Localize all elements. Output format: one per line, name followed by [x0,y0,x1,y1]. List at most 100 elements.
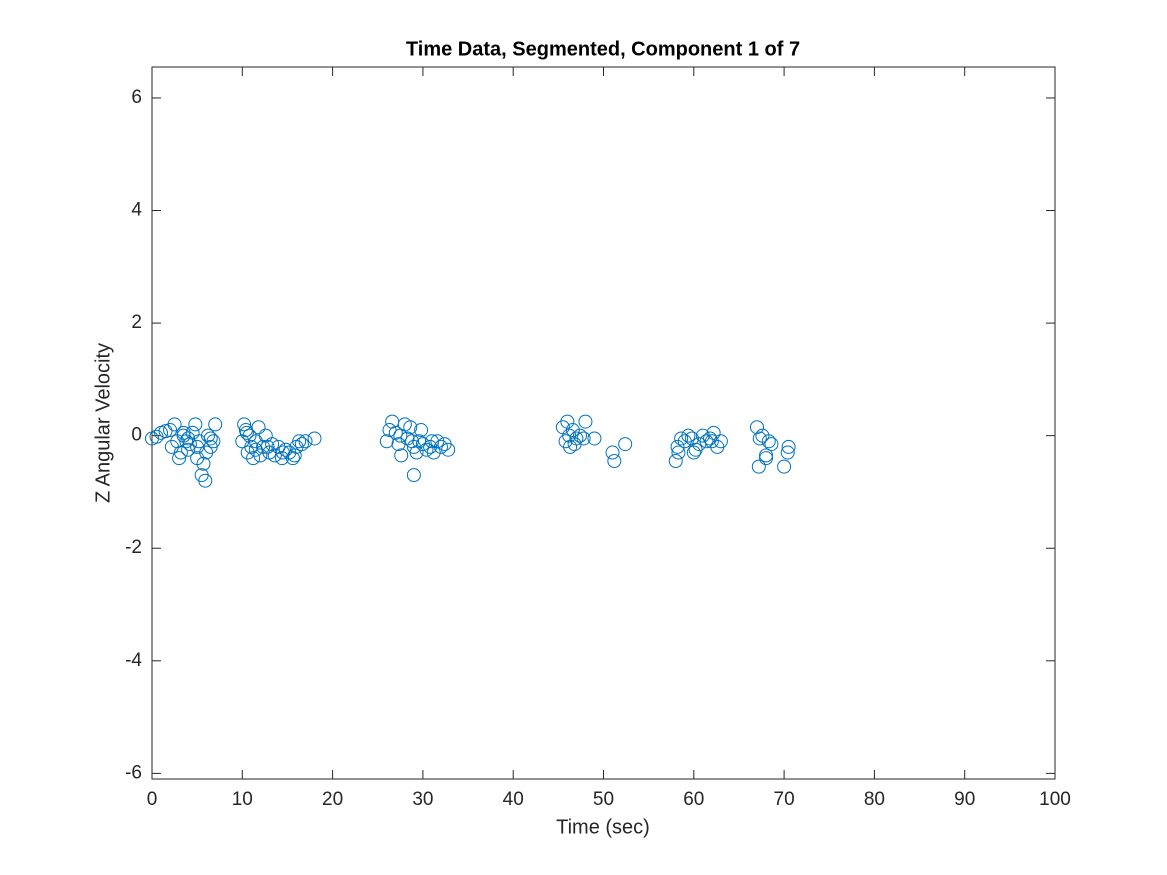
point [271,439,286,454]
x-tick-label: 80 [864,789,885,810]
point [686,445,701,460]
point [203,439,218,454]
point [292,434,307,449]
point [203,431,218,446]
point [163,423,178,438]
x-tick-label: 70 [774,789,795,810]
point [307,431,322,446]
y-tick-label: -2 [125,537,142,558]
point [394,448,409,463]
point [382,423,397,438]
point [200,428,215,443]
x-tick-label: 30 [412,789,433,810]
point [172,451,187,466]
y-tick-label: 2 [131,312,142,333]
x-axis-label: Time (sec) [556,816,650,838]
y-axis-label: Z Angular Velocity [92,343,114,503]
x-tick-label: 90 [954,789,975,810]
point [681,428,696,443]
point [674,431,689,446]
point [275,445,290,460]
point [781,439,796,454]
y-tick-label: -6 [125,762,142,783]
point [198,473,213,488]
point [426,445,441,460]
point [780,445,795,460]
point [406,468,421,483]
point [441,442,456,457]
point [759,448,774,463]
point [706,425,721,440]
point [699,434,714,449]
point [237,417,252,432]
point [265,437,280,452]
point [424,434,439,449]
point [764,437,779,452]
point [181,431,196,446]
point [267,448,282,463]
x-tick-label: 0 [147,789,158,810]
point [704,434,719,449]
point [618,437,633,452]
point [248,442,263,457]
chart-title: Time Data, Segmented, Component 1 of 7 [406,38,800,60]
point [573,428,588,443]
point [759,451,774,466]
point [298,434,313,449]
point [569,431,584,446]
point [190,451,205,466]
point [251,420,266,435]
point [419,442,434,457]
point [260,439,275,454]
point [670,439,685,454]
y-tick-label: -4 [125,650,142,671]
point [751,459,766,474]
point [671,445,686,460]
point [239,425,254,440]
point [684,431,699,446]
point [158,424,173,439]
x-tick-label: 60 [683,789,704,810]
y-tick-label: 4 [131,200,142,221]
point [176,425,191,440]
point [752,431,767,446]
point [167,417,182,432]
point [181,442,196,457]
point [587,431,602,446]
point [388,425,403,440]
x-tick-label: 10 [232,789,253,810]
x-tick-label: 100 [1039,789,1071,810]
point [560,414,575,429]
point [777,459,792,474]
y-tick-label: 6 [131,87,142,108]
point [403,420,418,435]
plot-area [151,66,1056,780]
point [244,439,259,454]
point [578,414,593,429]
point [253,448,268,463]
y-tick-label: 0 [131,425,142,446]
point [668,453,683,468]
point [405,434,420,449]
point [750,420,765,435]
point [713,434,728,449]
point [246,451,261,466]
point [379,434,394,449]
point [208,417,223,432]
point [287,448,302,463]
x-tick-label: 50 [593,789,614,810]
point [607,453,622,468]
point [605,445,620,460]
point [567,437,582,452]
point [414,423,429,438]
point [182,437,197,452]
point [294,437,309,452]
point [562,428,577,443]
point [393,428,408,443]
point [188,417,203,432]
point [173,445,188,460]
x-tick-label: 40 [503,789,524,810]
x-tick-label: 20 [322,789,343,810]
point [761,434,776,449]
